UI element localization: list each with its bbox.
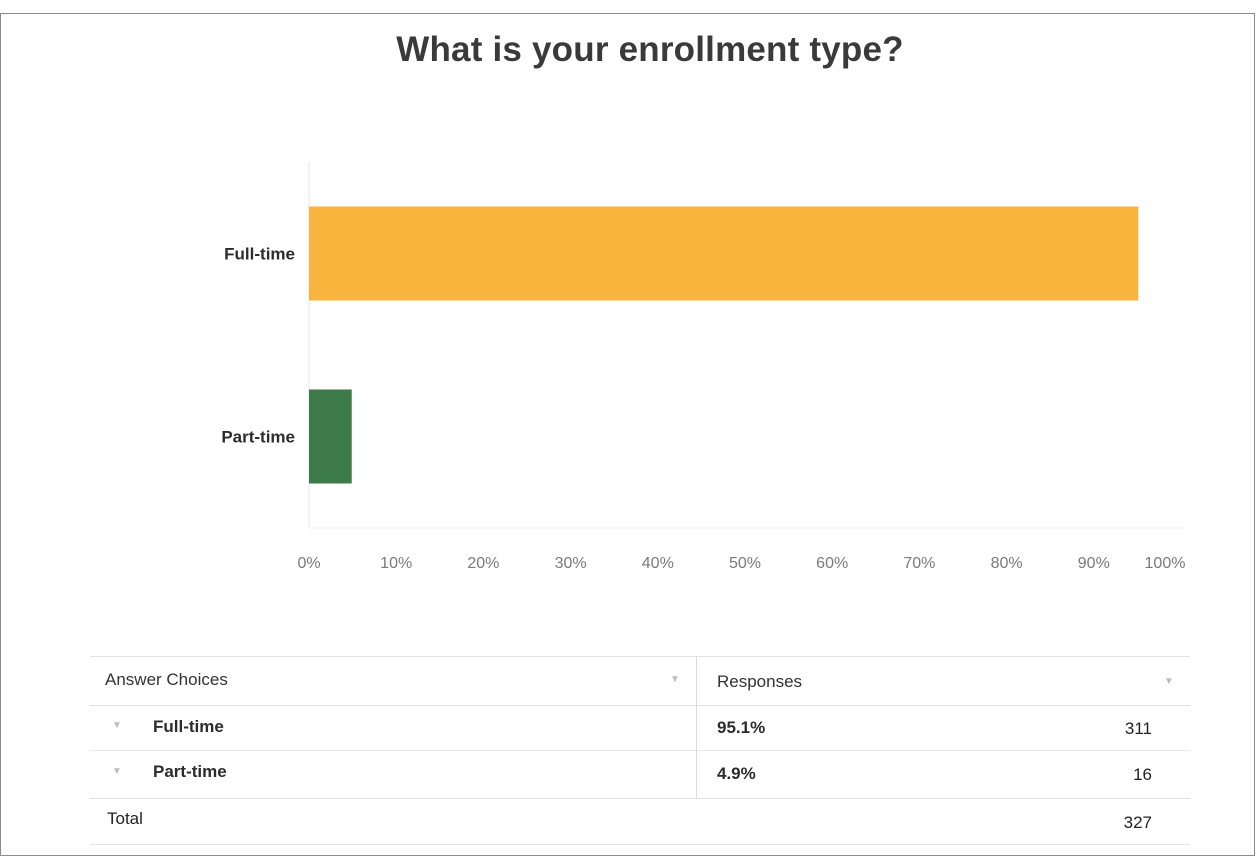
x-tick-label: 70% xyxy=(903,555,935,572)
x-tick-label: 0% xyxy=(297,555,320,572)
total-label: Total xyxy=(107,809,143,828)
chevron-down-icon[interactable]: ▼ xyxy=(112,720,122,731)
total-count: 327 xyxy=(1123,813,1152,832)
bar-chart: Full-time Part-time 0% 10% 20% 30% 40% 50% 60% 70… xyxy=(221,162,1186,572)
x-tick-label: 30% xyxy=(555,555,587,572)
answer-choices-header[interactable]: Answer Choices xyxy=(105,670,228,689)
x-tick-label: 40% xyxy=(642,555,674,572)
table-row: ▼ Part-time 4.9% 16 xyxy=(90,750,1190,799)
chart-title: What is your enrollment type? xyxy=(396,30,904,69)
survey-question-panel xyxy=(0,13,1255,856)
table-row: ▼ Full-time 95.1% 311 xyxy=(90,704,1190,751)
answer-choice-label: Full-time xyxy=(153,717,224,736)
category-label: Part-time xyxy=(221,428,295,447)
response-count: 16 xyxy=(1133,765,1152,784)
responses-header[interactable]: Responses xyxy=(717,672,803,691)
bar-part-time xyxy=(309,389,352,484)
table-header-row: Answer Choices ▼ Responses ▼ xyxy=(90,656,1190,706)
chevron-down-icon[interactable]: ▼ xyxy=(112,766,122,777)
chevron-down-icon[interactable]: ▼ xyxy=(1164,676,1174,687)
x-tick-label: 90% xyxy=(1078,555,1110,572)
x-tick-label: 80% xyxy=(991,555,1023,572)
chevron-down-icon[interactable]: ▼ xyxy=(670,674,680,685)
x-tick-label: 20% xyxy=(467,555,499,572)
x-tick-label: 10% xyxy=(380,555,412,572)
x-tick-label: 60% xyxy=(816,555,848,572)
column-divider xyxy=(696,656,697,798)
bar-full-time xyxy=(309,206,1139,301)
response-count: 311 xyxy=(1124,719,1152,738)
response-percent: 95.1% xyxy=(717,718,766,737)
x-tick-label: 50% xyxy=(729,555,761,572)
total-row: Total 327 xyxy=(90,798,1190,845)
category-label: Full-time xyxy=(224,245,295,264)
response-percent: 4.9% xyxy=(717,764,756,783)
answer-choice-label: Part-time xyxy=(153,762,227,781)
x-tick-label: 100% xyxy=(1145,555,1186,572)
